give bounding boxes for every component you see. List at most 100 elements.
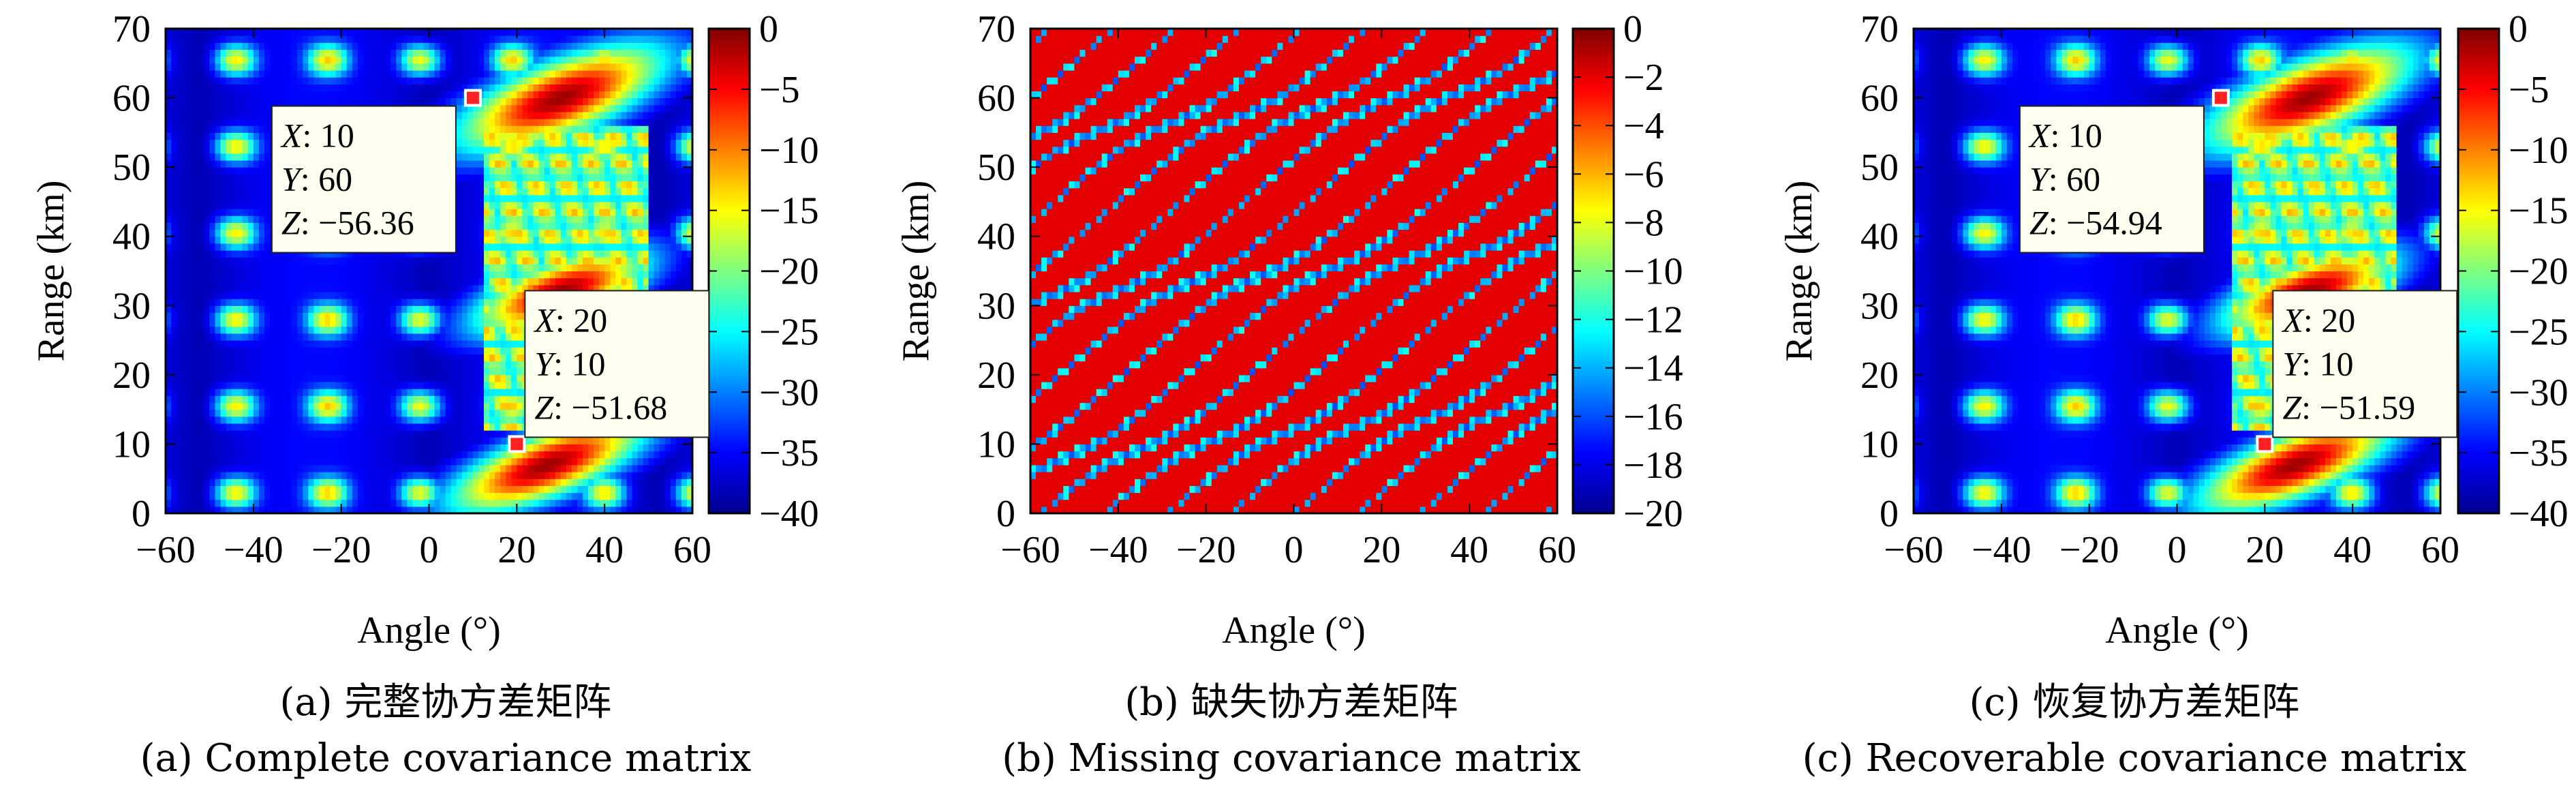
x-tick-label: 40 <box>2333 529 2372 571</box>
x-tick-label: −60 <box>1000 529 1060 571</box>
x-tick-label: −40 <box>1972 529 2031 571</box>
colorbar-tick-label: −12 <box>1623 299 1683 342</box>
y-tick-label: 70 <box>112 8 151 50</box>
heatmap-c <box>1914 29 2441 514</box>
colorbar-tick-label: −30 <box>759 372 819 414</box>
colorbar-tick-label: 0 <box>2509 8 2528 50</box>
colorbar-tick-label: −8 <box>1623 202 1664 244</box>
colorbar-tick-label: 0 <box>1623 8 1642 50</box>
colorbar-tick-label: −6 <box>1623 153 1664 196</box>
x-tick-label: −60 <box>1884 529 1944 571</box>
y-tick-label: 10 <box>1860 423 1899 466</box>
y-tick-label: 50 <box>977 147 1015 189</box>
y-tick-label: 40 <box>977 216 1015 258</box>
x-tick-label: −40 <box>1088 529 1148 571</box>
colorbar-tick-label: −40 <box>759 493 819 535</box>
colorbar-tick-label: 0 <box>759 8 778 50</box>
x-tick-label: 0 <box>2168 529 2187 571</box>
datatip-box <box>2272 290 2458 438</box>
x-tick-label: 20 <box>1362 529 1400 571</box>
caption-a-en: (a) Complete covariance matrix <box>37 740 855 778</box>
y-tick-label: 30 <box>112 285 151 327</box>
y-tick-label: 40 <box>1860 216 1899 258</box>
colorbar-tick-label: −20 <box>1623 493 1683 535</box>
y-tick-label: 60 <box>112 78 151 120</box>
x-tick-label: 20 <box>497 529 536 571</box>
datatip-row: Z: −54.94 <box>2029 204 2162 242</box>
colorbar-tick-label: −5 <box>2509 69 2549 111</box>
caption-b-zh: (b) 缺失协方差矩阵 <box>883 684 1700 722</box>
caption-c-zh: (c) 恢复协方差矩阵 <box>1726 684 2543 722</box>
colorbar-tick-label: −35 <box>2509 432 2569 474</box>
x-tick-label: −20 <box>311 529 371 571</box>
x-tick-label: 60 <box>2421 529 2459 571</box>
y-tick-label: 10 <box>977 423 1015 466</box>
colorbar-tick-label: −4 <box>1623 105 1664 147</box>
datatip-row: Y: 10 <box>534 344 605 382</box>
heatmap-a <box>166 29 693 514</box>
datatip-row: X: 10 <box>2028 117 2102 155</box>
colorbar-tick-label: −2 <box>1623 57 1664 99</box>
y-tick-label: 30 <box>1860 285 1899 327</box>
datatip-row: Z: −51.68 <box>534 388 667 426</box>
y-tick-label: 50 <box>112 147 151 189</box>
colorbar-tick-label: −10 <box>2509 130 2569 172</box>
y-axis-label-b: Range (km) <box>895 181 937 362</box>
y-tick-label: 70 <box>1860 8 1899 50</box>
datatip-marker <box>463 89 482 107</box>
datatip-row: X: 10 <box>280 117 354 155</box>
y-tick-label: 40 <box>112 216 151 258</box>
datatip-box <box>524 290 710 438</box>
colorbar-tick-label: −15 <box>759 190 819 232</box>
datatip-row: X: 20 <box>2281 301 2355 339</box>
y-tick-label: 60 <box>977 78 1015 120</box>
datatip-row: Z: −56.36 <box>281 204 414 242</box>
y-axis-label-c: Range (km) <box>1778 181 1820 362</box>
x-tick-label: 0 <box>1285 529 1304 571</box>
datatip-marker <box>2211 89 2230 107</box>
datatip-marker <box>508 435 526 453</box>
colorbar-tick-label: −16 <box>1623 396 1683 438</box>
x-tick-label: 60 <box>1538 529 1576 571</box>
y-tick-label: 10 <box>112 423 151 466</box>
y-tick-label: 0 <box>996 493 1015 535</box>
colorbar-tick-label: −20 <box>759 251 819 293</box>
datatip-row: Y: 60 <box>2029 160 2100 198</box>
y-axis-label-a: Range (km) <box>30 181 72 362</box>
datatip-row: Y: 10 <box>2282 344 2353 382</box>
colorbar-tick-label: −20 <box>2509 251 2569 293</box>
panel-a-complete: −60 −40 −20 0 20 40 60 0 10 20 30 40 50 60 70 Angle (°)… <box>30 8 819 652</box>
colorbar-tick-label: −10 <box>759 130 819 172</box>
caption-b-en: (b) Missing covariance matrix <box>883 740 1700 778</box>
datatip-marker <box>2256 435 2274 453</box>
colorbar-tick-label: −40 <box>2509 493 2569 535</box>
colorbar-tick-label: −25 <box>759 311 819 353</box>
colorbar-tick-label: −14 <box>1623 348 1683 390</box>
y-tick-label: 0 <box>132 493 151 535</box>
caption-a-zh: (a) 完整协方差矩阵 <box>37 684 855 722</box>
x-tick-label: 20 <box>2245 529 2284 571</box>
x-axis-label-a: Angle (°) <box>357 609 501 652</box>
heatmap-b <box>1030 29 1558 514</box>
x-tick-label: −60 <box>136 529 196 571</box>
y-tick-label: 70 <box>977 8 1015 50</box>
y-tick-label: 20 <box>1860 354 1899 397</box>
panel-c-recoverable: −60 −40 −20 0 20 40 60 0 10 20 30 40 50 60 70 Angle (°)… <box>1778 8 2569 652</box>
colorbar-tick-label: −15 <box>2509 190 2569 232</box>
x-tick-label: −20 <box>1176 529 1236 571</box>
y-tick-label: 0 <box>1880 493 1899 535</box>
x-tick-label: 40 <box>585 529 624 571</box>
datatip-row: Z: −51.59 <box>2282 388 2415 426</box>
x-tick-label: 0 <box>420 529 439 571</box>
datatip-box <box>2019 105 2205 254</box>
datatip-box <box>271 105 457 254</box>
caption-c-en: (c) Recoverable covariance matrix <box>1726 740 2543 778</box>
colorbar-tick-label: −30 <box>2509 372 2569 414</box>
x-tick-label: −40 <box>224 529 283 571</box>
colorbar-tick-label: −10 <box>1623 251 1683 293</box>
datatip-row: Y: 60 <box>281 160 352 198</box>
x-tick-label: 40 <box>1450 529 1488 571</box>
y-tick-label: 30 <box>977 285 1015 327</box>
x-axis-label-b: Angle (°) <box>1222 609 1366 652</box>
